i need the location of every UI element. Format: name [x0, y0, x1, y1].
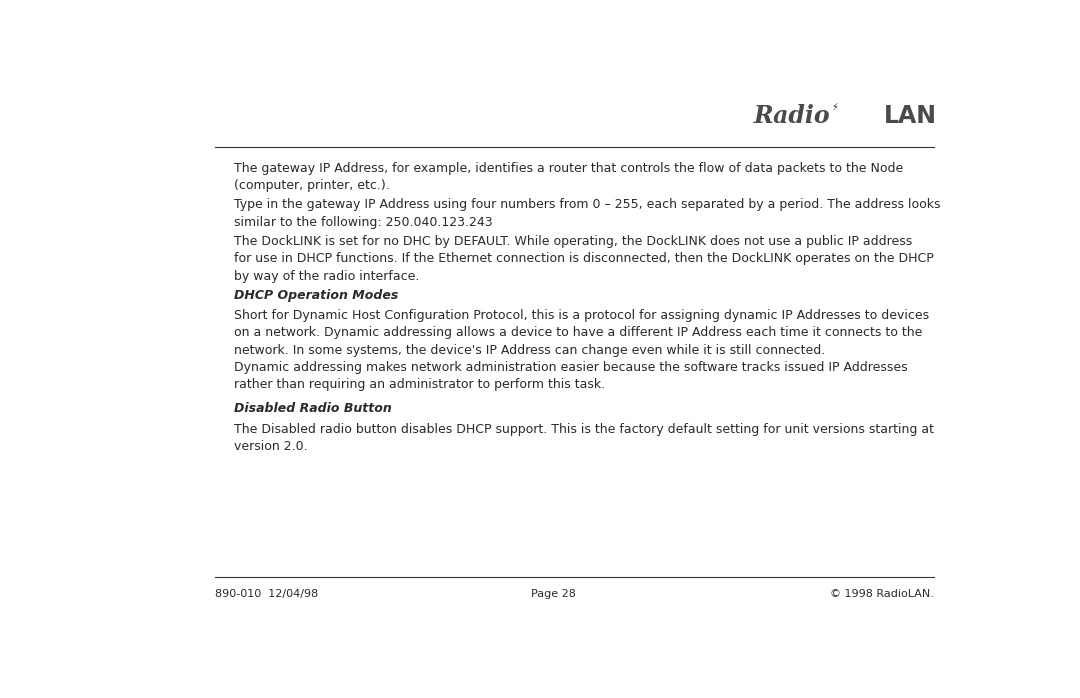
Text: Radio: Radio [753, 104, 829, 128]
Text: DHCP Operation Modes: DHCP Operation Modes [233, 288, 399, 302]
Text: ⚡: ⚡ [832, 101, 838, 112]
Text: The Disabled radio button disables DHCP support. This is the factory default set: The Disabled radio button disables DHCP … [233, 423, 934, 454]
Text: Short for Dynamic Host Configuration Protocol, this is a protocol for assigning : Short for Dynamic Host Configuration Pro… [233, 309, 929, 357]
Text: © 1998 RadioLAN.: © 1998 RadioLAN. [831, 589, 934, 599]
Text: Dynamic addressing makes network administration easier because the software trac: Dynamic addressing makes network adminis… [233, 361, 907, 391]
Text: The gateway IP Address, for example, identifies a router that controls the flow : The gateway IP Address, for example, ide… [233, 162, 903, 192]
Text: Page 28: Page 28 [531, 589, 576, 599]
Text: LAN: LAN [883, 104, 936, 128]
Text: Type in the gateway IP Address using four numbers from 0 – 255, each separated b: Type in the gateway IP Address using fou… [233, 198, 941, 229]
Text: The DockLINK is set for no DHC by DEFAULT. While operating, the DockLINK does no: The DockLINK is set for no DHC by DEFAUL… [233, 235, 933, 283]
Text: Disabled Radio Button: Disabled Radio Button [233, 403, 392, 415]
Text: 890-010  12/04/98: 890-010 12/04/98 [215, 589, 318, 599]
